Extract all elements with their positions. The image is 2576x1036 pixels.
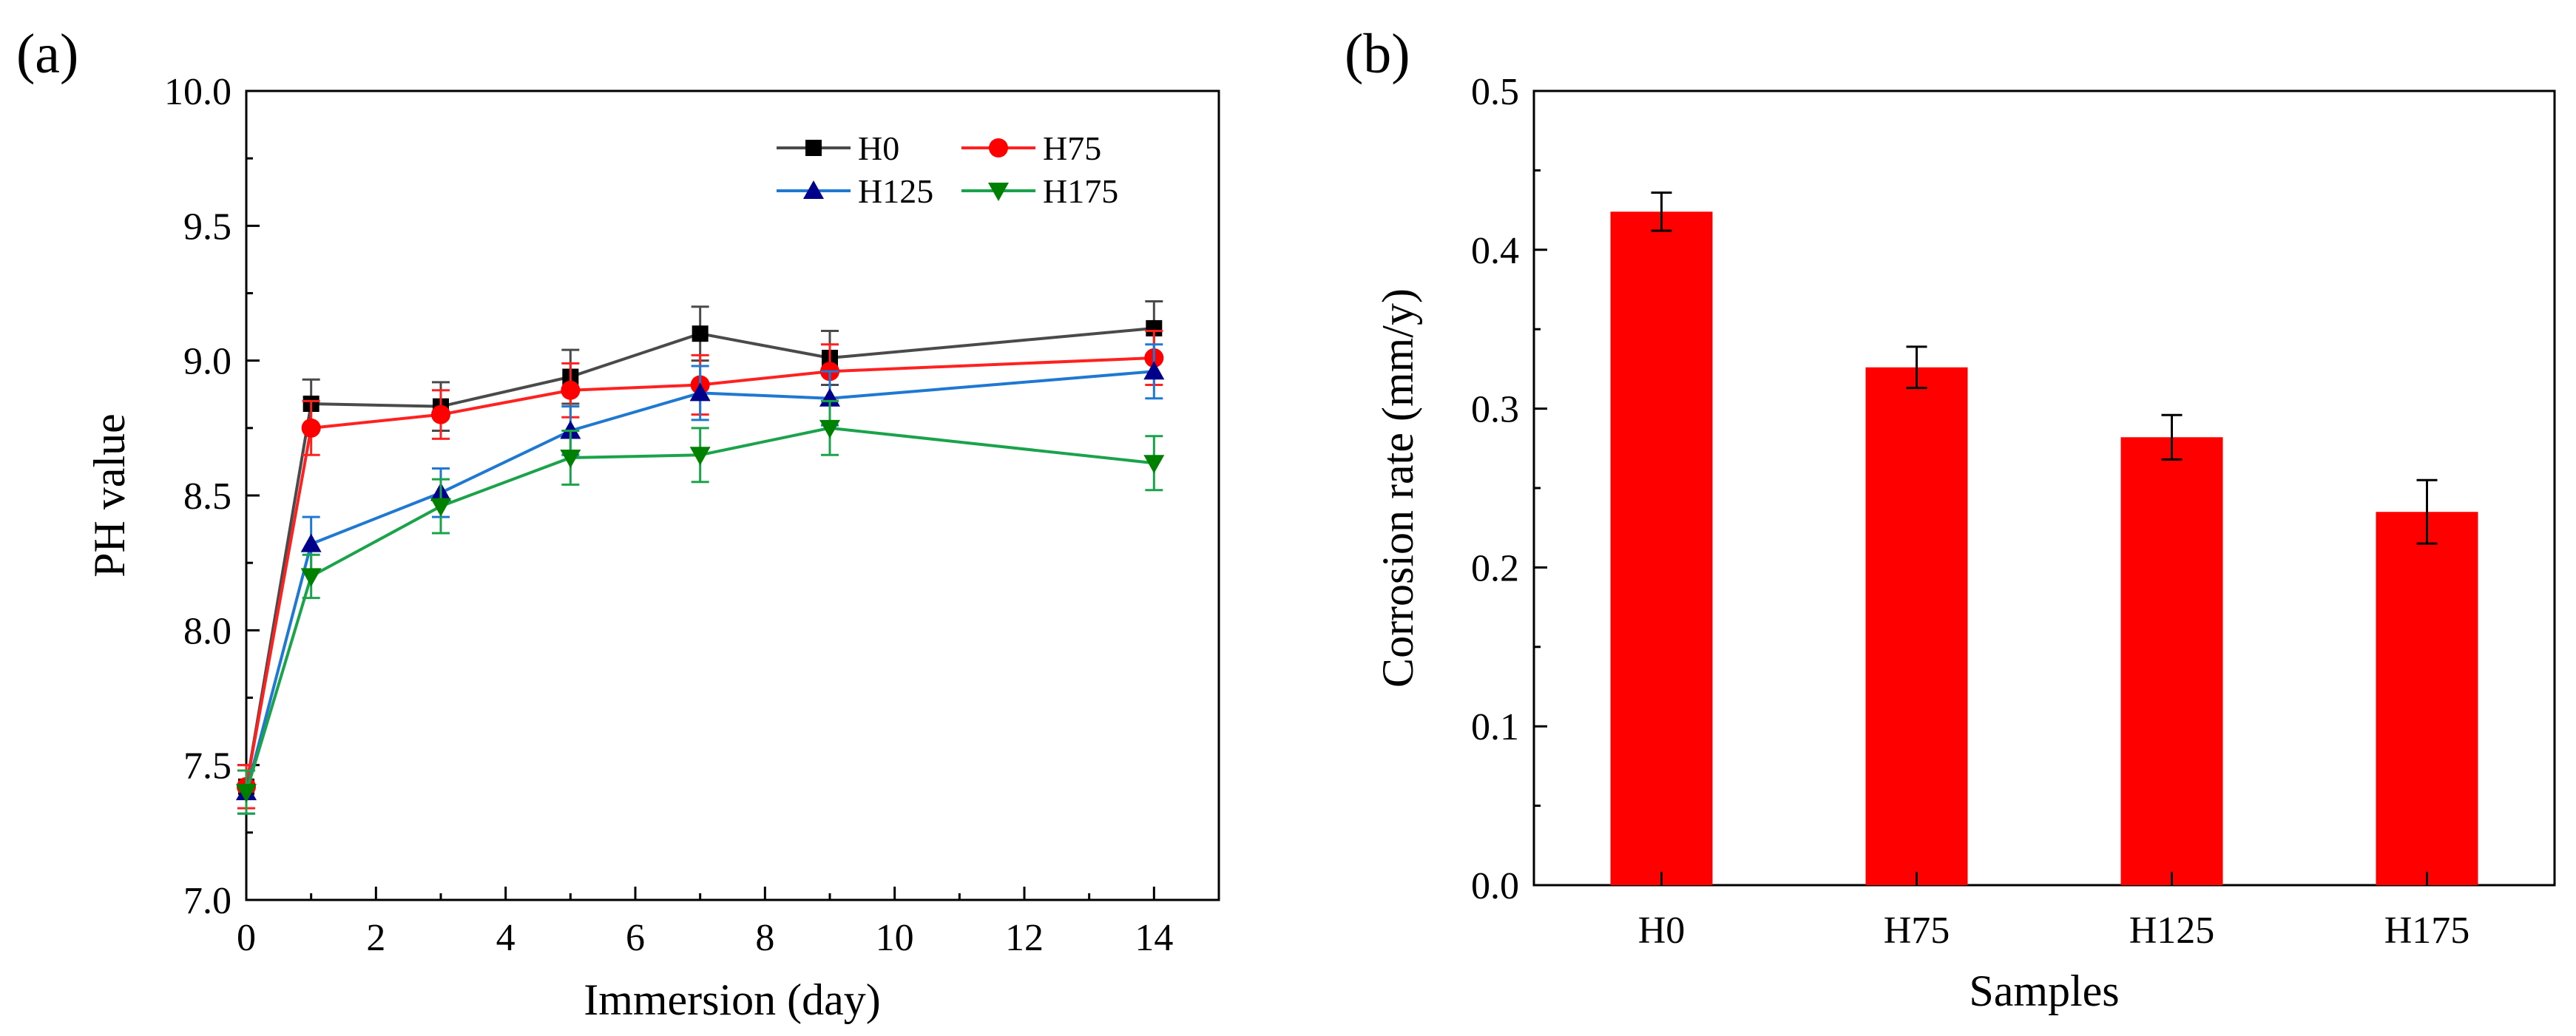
data-point-h0 (692, 325, 709, 342)
y-tick-label: 7.5 (183, 745, 231, 788)
plot-a-legend: H0 H75 H125 H175 (777, 129, 1118, 210)
plot-a-x-ticks: 0 2 4 6 8 10 12 14 (237, 887, 1173, 959)
bar-h175 (2376, 512, 2478, 885)
series-h125 (236, 343, 1165, 815)
data-point-h125 (300, 533, 322, 552)
data-point-h175 (819, 419, 840, 439)
x-tick-label-h0: H0 (1638, 910, 1686, 952)
panel-b-corrosion-chart: (b) 0.0 0.1 0.2 0.3 0.4 0.5 H0 H75 H125 H175 Sam… (1345, 23, 2556, 1015)
y-tick-label: 0.0 (1471, 865, 1519, 907)
y-tick-label: 0.2 (1471, 547, 1519, 589)
plot-a-x-axis-title: Immersion (day) (584, 975, 881, 1024)
plot-a-frame (245, 89, 1220, 901)
data-point-h125 (1143, 361, 1165, 380)
x-tick-label: 4 (496, 917, 515, 959)
legend-marker-h125 (803, 180, 824, 199)
y-tick-label: 0.1 (1471, 706, 1519, 748)
data-point-h75 (301, 418, 321, 438)
series-h175 (236, 399, 1165, 815)
x-tick-label: 2 (366, 917, 385, 959)
y-tick-label: 10.0 (164, 71, 231, 113)
panel-a-label: (a) (16, 23, 78, 85)
legend-marker-h75 (989, 138, 1008, 158)
y-tick-label: 9.0 (183, 341, 231, 383)
legend-label-h75: H75 (1043, 129, 1101, 167)
x-tick-label: 6 (626, 917, 645, 959)
data-point-h0 (1146, 319, 1163, 336)
x-tick-label: 0 (237, 917, 256, 959)
plot-b-x-axis-title: Samples (1969, 966, 2119, 1015)
series-line-h75 (245, 356, 1155, 788)
panel-b-label: (b) (1345, 23, 1410, 85)
bar-h75 (1865, 367, 1968, 885)
y-tick-label: 0.4 (1471, 230, 1519, 272)
data-point-h75 (431, 404, 450, 424)
legend-marker-h175 (988, 183, 1009, 201)
plot-a-y-axis-title: PH value (85, 413, 134, 578)
data-point-h175 (430, 498, 451, 517)
panel-a-ph-chart: (a) 0 2 4 6 8 10 12 14 7.0 7.5 8.0 8.5 9.0 9.5 10.0 I… (16, 23, 1220, 1024)
data-point-h175 (1143, 455, 1165, 474)
x-tick-label: 10 (876, 917, 914, 959)
legend-label-h175: H175 (1043, 172, 1118, 210)
data-point-h75 (561, 380, 581, 400)
legend-marker-h0 (805, 140, 822, 156)
bar-h0 (1610, 211, 1713, 885)
x-tick-label: 8 (755, 917, 774, 959)
plot-b-bars (1610, 191, 2478, 885)
y-tick-label: 0.3 (1471, 389, 1519, 431)
plot-b-x-ticks: H0 H75 H125 H175 (1638, 872, 2470, 952)
plot-a-series (236, 299, 1165, 815)
x-tick-label: 14 (1135, 917, 1173, 959)
x-tick-label-h75: H75 (1884, 910, 1950, 952)
bar-h125 (2120, 437, 2223, 885)
plot-a-y-ticks: 7.0 7.5 8.0 8.5 9.0 9.5 10.0 (164, 71, 260, 922)
data-point-h175 (300, 568, 322, 587)
y-tick-label: 8.5 (183, 475, 231, 518)
y-tick-label: 8.0 (183, 610, 231, 652)
x-tick-label-h175: H175 (2384, 910, 2470, 952)
y-tick-label: 9.5 (183, 206, 231, 248)
data-point-h125 (689, 382, 711, 402)
y-tick-label: 0.5 (1471, 71, 1519, 113)
x-tick-label: 12 (1005, 917, 1044, 959)
plot-b-y-axis-title: Corrosion rate (mm/y) (1373, 288, 1422, 688)
x-tick-label-h125: H125 (2129, 910, 2215, 952)
y-tick-label: 7.0 (183, 880, 231, 922)
data-point-h175 (560, 449, 581, 468)
legend-label-h125: H125 (858, 172, 933, 210)
data-point-h175 (689, 447, 711, 466)
data-point-h175 (236, 784, 257, 803)
plot-b-y-ticks: 0.0 0.1 0.2 0.3 0.4 0.5 (1471, 71, 1547, 907)
legend-label-h0: H0 (858, 129, 899, 167)
